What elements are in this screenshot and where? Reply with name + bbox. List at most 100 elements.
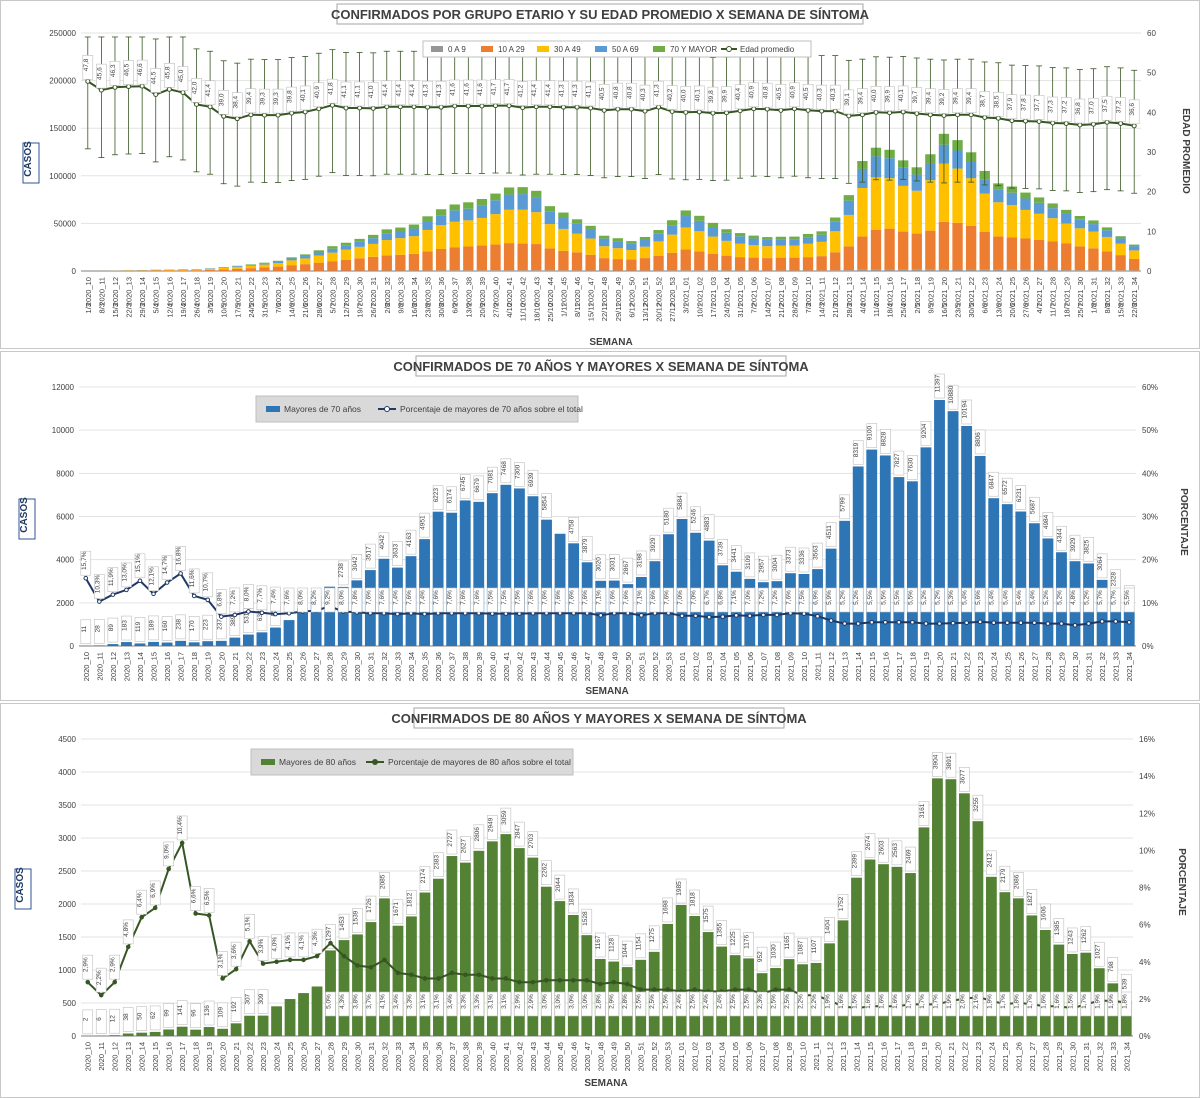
chart-title: CONFIRMADOS DE 70 AÑOS Y MAYORES X SEMAN… xyxy=(393,359,809,374)
percentage-point xyxy=(83,575,89,581)
percentage-label-box xyxy=(932,991,943,1017)
x-tick-label: 2021_09 xyxy=(786,652,795,681)
avg-age-point xyxy=(261,112,267,118)
bar-value-label: 3161 xyxy=(919,803,926,818)
x-date-label: 24/1 xyxy=(723,303,732,318)
percentage-point xyxy=(720,614,725,619)
percentage-label-box xyxy=(825,587,837,613)
bar xyxy=(988,498,1000,646)
percentage-point xyxy=(950,620,956,626)
bar-value-label-box xyxy=(594,932,606,958)
bar xyxy=(905,873,916,1036)
x-tick-label: 2020_52 xyxy=(650,1042,659,1071)
bar-segment xyxy=(408,270,420,271)
avg-age-point xyxy=(832,108,838,114)
percentage-label-box xyxy=(365,991,377,1017)
percentage-label: 4,3% xyxy=(312,931,319,946)
x-tick-label: 2021_29 xyxy=(1055,1042,1064,1071)
avg-age-label: 40,3 xyxy=(640,88,647,101)
percentage-label-box xyxy=(756,991,768,1017)
bar xyxy=(365,922,377,1036)
bar-segment xyxy=(368,243,379,257)
y-axis-label-box xyxy=(14,868,32,910)
legend-label: Edad promedio xyxy=(740,45,795,54)
bar-segment xyxy=(300,258,311,265)
bar-segment xyxy=(286,258,297,261)
legend-label: 0 A 9 xyxy=(448,45,466,54)
bar-value-label-box xyxy=(432,485,444,510)
avg-age-label-box xyxy=(435,80,447,106)
x-date-label: 1/8 xyxy=(1089,303,1098,313)
bar-segment xyxy=(476,199,488,206)
bar-value-label-box xyxy=(730,545,742,571)
avg-age-label-box xyxy=(734,84,746,110)
avg-age-label: 40,5 xyxy=(599,87,606,100)
percentage-label-box xyxy=(271,934,282,960)
y2-tick-label: 14% xyxy=(1139,772,1155,781)
bar-segment xyxy=(884,269,895,271)
bar-segment xyxy=(789,270,800,271)
percentage-label: 7,2% xyxy=(230,590,237,605)
x-tick-label: 2020_29 xyxy=(339,652,348,681)
avg-age-label: 40,8 xyxy=(613,86,620,99)
avg-age-label: 41,4 xyxy=(531,84,538,97)
legend-swatch xyxy=(481,46,493,52)
bar-segment xyxy=(653,255,664,271)
bar-value-label: 3563 xyxy=(813,545,820,560)
bar-value-label: 4163 xyxy=(406,532,413,547)
bar-value-label: 1575 xyxy=(703,908,710,923)
bar-value-label-box xyxy=(244,989,255,1015)
percentage-point xyxy=(476,972,482,978)
avg-age-label-box xyxy=(911,87,923,112)
bar-segment xyxy=(843,195,854,201)
bar-segment xyxy=(531,197,542,213)
bar-segment xyxy=(544,211,556,225)
bar-segment xyxy=(979,269,990,271)
bar xyxy=(864,859,876,1036)
x-date-label: 13/12 xyxy=(641,303,650,322)
avg-age-label-box xyxy=(82,55,94,80)
avg-age-label: 37,9 xyxy=(1007,97,1014,110)
bar-segment xyxy=(626,250,637,260)
percentage-point xyxy=(1032,620,1037,625)
y-tick-label: 10000 xyxy=(52,426,75,435)
bar-value-label: 1834 xyxy=(568,891,575,906)
bar-segment xyxy=(1047,270,1058,271)
percentage-label: 7,6% xyxy=(623,590,630,605)
legend-label: Mayores de 70 años xyxy=(284,404,361,414)
avg-age-point xyxy=(98,87,104,93)
percentage-label-box xyxy=(94,574,105,599)
bar-segment xyxy=(422,229,433,252)
bar-value-label-box xyxy=(121,615,132,641)
x-tick-label: 2021_15 xyxy=(868,652,877,681)
bar-segment xyxy=(830,217,841,222)
bar-value-label: 9100 xyxy=(867,425,874,440)
bar-segment xyxy=(612,259,623,271)
x-tick-label: 2020_12 xyxy=(109,652,118,681)
avg-age-label-box xyxy=(857,88,868,114)
bar-value-label: 309 xyxy=(258,993,265,1004)
bar-segment xyxy=(993,189,1004,203)
x-date-label: 9/8 xyxy=(396,303,405,313)
x-tick-label: 2021_25 xyxy=(1008,277,1017,306)
avg-age-point xyxy=(112,84,118,90)
percentage-label: 2,1% xyxy=(973,994,980,1009)
x-date-label: 8/3 xyxy=(97,303,106,313)
bar-segment xyxy=(490,244,501,271)
bar-value-label: 3042 xyxy=(352,556,359,571)
bar-value-label: 3109 xyxy=(745,555,752,570)
bar-segment xyxy=(503,194,515,210)
bar-segment xyxy=(1088,270,1099,271)
bar-segment xyxy=(734,270,746,271)
bar-segment xyxy=(571,252,583,271)
x-date-label: 11/10 xyxy=(519,303,528,321)
x-date-label: 15/3 xyxy=(111,303,120,318)
percentage-label: 2,9% xyxy=(110,957,117,972)
percentage-label: 5,2% xyxy=(921,590,928,605)
bar-segment xyxy=(531,270,542,271)
bar-segment xyxy=(775,270,787,271)
avg-age-label-box xyxy=(870,86,882,111)
x-date-label: 8/8 xyxy=(1103,303,1112,313)
chart-title: CONFIRMADOS DE 80 AÑOS Y MAYORES X SEMAN… xyxy=(391,711,807,726)
bar-value-label: 1606 xyxy=(1040,906,1047,921)
